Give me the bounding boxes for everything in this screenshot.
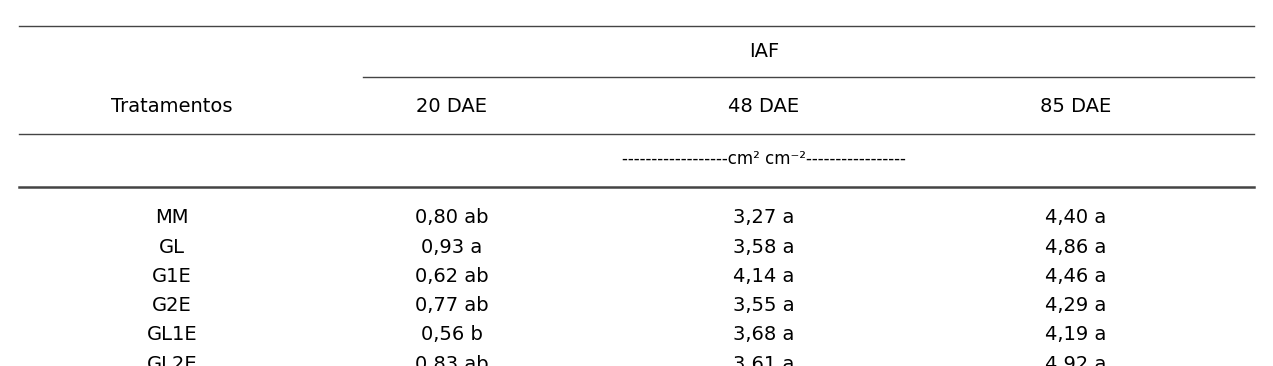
Text: G1E: G1E [151,267,192,286]
Text: 3,55 a: 3,55 a [733,296,794,315]
Text: G2E: G2E [151,296,192,315]
Text: 20 DAE: 20 DAE [416,97,488,116]
Text: GL: GL [159,238,185,257]
Text: 85 DAE: 85 DAE [1040,97,1111,116]
Text: 3,68 a: 3,68 a [733,325,794,344]
Text: 4,19 a: 4,19 a [1045,325,1106,344]
Text: 0,77 ab: 0,77 ab [415,296,489,315]
Text: 48 DAE: 48 DAE [728,97,799,116]
Text: 0,93 a: 0,93 a [421,238,482,257]
Text: 3,27 a: 3,27 a [733,208,794,227]
Text: 0,83 ab: 0,83 ab [415,355,489,366]
Text: 0,62 ab: 0,62 ab [415,267,489,286]
Text: 0,56 b: 0,56 b [421,325,482,344]
Text: Tratamentos: Tratamentos [111,97,233,116]
Text: 4,46 a: 4,46 a [1045,267,1106,286]
Text: GL1E: GL1E [146,325,197,344]
Text: IAF: IAF [749,42,779,61]
Text: 0,80 ab: 0,80 ab [415,208,489,227]
Text: 3,61 a: 3,61 a [733,355,794,366]
Text: 4,86 a: 4,86 a [1045,238,1106,257]
Text: ------------------cm² cm⁻²-----------------: ------------------cm² cm⁻²--------------… [622,150,905,168]
Text: 4,14 a: 4,14 a [733,267,794,286]
Text: 4,40 a: 4,40 a [1045,208,1106,227]
Text: 3,58 a: 3,58 a [733,238,794,257]
Text: GL2E: GL2E [146,355,197,366]
Text: 4,29 a: 4,29 a [1045,296,1106,315]
Text: 4,92 a: 4,92 a [1045,355,1106,366]
Text: MM: MM [155,208,188,227]
